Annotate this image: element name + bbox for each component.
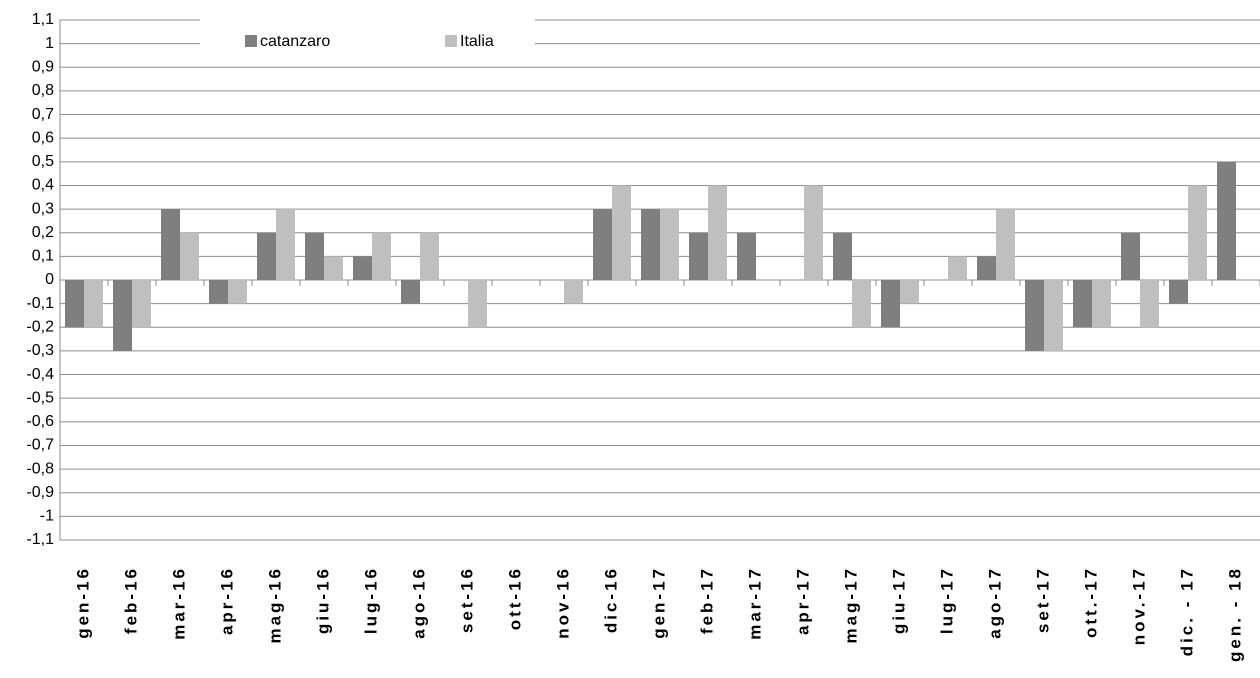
x-tick-label: apr-16 [217,566,236,635]
bar [833,232,852,280]
y-tick-label: -1 [40,508,54,525]
x-tick-label: giu-17 [889,566,908,634]
bar [708,185,727,280]
x-tick-label: nov-16 [553,566,572,639]
x-tick-label: mag-16 [265,566,284,644]
bar [305,232,324,280]
x-tick-label: lug-17 [937,566,956,634]
y-tick-label: 0,2 [32,224,54,241]
y-tick-label: -0,7 [26,437,54,454]
bar [84,280,103,328]
y-tick-label: -0,8 [26,460,54,477]
bar [804,185,823,280]
bar [689,232,708,280]
y-tick-label: -1,1 [26,531,54,548]
y-tick-label: 0,3 [32,200,54,217]
bar [1188,185,1207,280]
x-tick-label: set-17 [1033,566,1052,633]
bar [257,232,276,280]
bar [468,280,487,328]
legend-box [200,2,535,64]
bar [209,280,228,304]
y-tick-label: 0 [45,271,54,288]
x-tick-label: nov.-17 [1129,566,1148,645]
bar [612,185,631,280]
bar [1217,161,1236,280]
x-tick-label: feb-17 [697,566,716,634]
y-tick-label: 0,8 [32,82,54,99]
bar [401,280,420,304]
bar [593,209,612,280]
bar [113,280,132,351]
y-tick-label: 0,7 [32,106,54,123]
x-tick-label: gen-17 [649,566,668,639]
y-tick-label: 0,1 [32,248,54,265]
bar [324,256,343,280]
x-tick-label: gen. - 18 [1225,566,1244,662]
bar [737,232,756,280]
x-tick-label: dic. - 17 [1177,566,1196,656]
bar [977,256,996,280]
y-tick-label: 0,9 [32,58,54,75]
bar [65,280,84,328]
bar [1025,280,1044,351]
legend-swatch [445,35,457,47]
bar [161,209,180,280]
y-tick-label: -0,2 [26,318,54,335]
bar [1073,280,1092,328]
y-tick-label: -0,4 [26,366,54,383]
x-tick-label: feb-16 [121,566,140,634]
x-tick-label: giu-16 [313,566,332,634]
legend-swatch [245,35,257,47]
bar [852,280,871,328]
x-tick-label: gen-16 [73,566,92,639]
bar [1044,280,1063,351]
bar [1092,280,1111,328]
x-tick-label: apr-17 [793,566,812,635]
x-tick-label: set-16 [457,566,476,633]
x-tick-label: mag-17 [841,566,860,644]
y-tick-label: -0,9 [26,484,54,501]
x-tick-label: ago-17 [985,566,1004,639]
y-tick-label: -0,6 [26,413,54,430]
bar [948,256,967,280]
x-tick-label: ott-16 [505,566,524,630]
x-tick-label: mar-17 [745,566,764,640]
legend-label: catanzaro [260,33,330,50]
bar [1140,280,1159,328]
y-tick-label: 0,6 [32,129,54,146]
bar [1121,232,1140,280]
y-tick-label: -0,5 [26,389,54,406]
y-tick-label: -0,1 [26,295,54,312]
bar [353,256,372,280]
y-tick-label: 0,5 [32,153,54,170]
x-tick-label: ago-16 [409,566,428,639]
x-tick-label: ott.-17 [1081,566,1100,638]
bar [996,209,1015,280]
y-tick-label: 0,4 [32,177,54,194]
y-tick-label: 1,1 [32,11,54,28]
bar [132,280,151,328]
bar [564,280,583,304]
x-tick-label: mar-16 [169,566,188,640]
bar [180,232,199,280]
bar [420,232,439,280]
bar [372,232,391,280]
bar [660,209,679,280]
legend-label: Italia [460,33,494,50]
x-tick-label: dic-16 [601,566,620,633]
bar [1169,280,1188,304]
x-tick-label: lug-16 [361,566,380,634]
bar [276,209,295,280]
bar [228,280,247,304]
bar [641,209,660,280]
y-tick-label: 1 [45,35,54,52]
bar [900,280,919,304]
y-tick-label: -0,3 [26,342,54,359]
bar [881,280,900,328]
